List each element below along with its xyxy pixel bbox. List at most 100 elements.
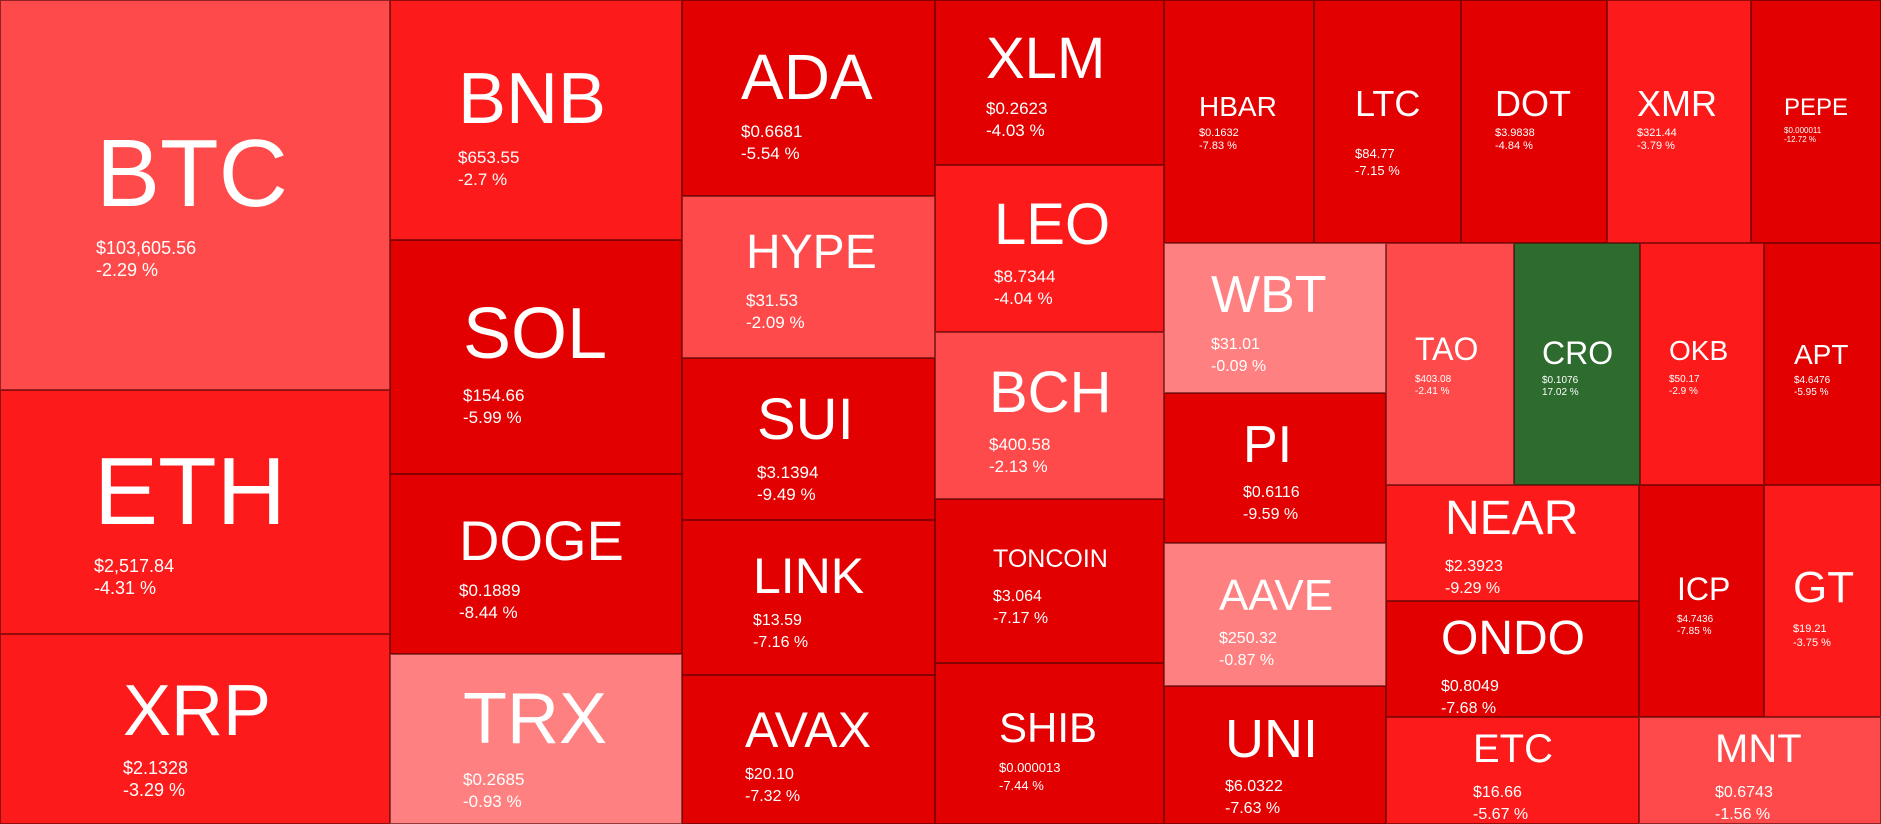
tile-change: -1.56 % xyxy=(1715,806,1771,823)
tile-symbol: TRX xyxy=(463,679,607,760)
tile-bnb[interactable]: BNB $653.55 -2.7 % xyxy=(390,0,682,240)
tile-doge[interactable]: DOGE $0.1889 -8.44 % xyxy=(390,474,682,654)
tile-wbt[interactable]: WBT $31.01 -0.09 % xyxy=(1164,243,1386,393)
tile-price: $0.6743 xyxy=(1715,784,1773,801)
tile-price: $6.0322 xyxy=(1225,778,1283,795)
tile-price: $31.53 xyxy=(746,291,798,310)
tile-eth[interactable]: ETH $2,517.84 -4.31 % xyxy=(0,390,390,634)
tile-hbar[interactable]: HBAR $0.1632 -7.83 % xyxy=(1164,0,1314,243)
tile-change: -0.87 % xyxy=(1219,652,1275,669)
tile-symbol: AAVE xyxy=(1219,570,1334,620)
tile-change: -12.72 % xyxy=(1784,135,1817,144)
tile-mnt[interactable]: MNT $0.6743 -1.56 % xyxy=(1639,717,1881,824)
tile-symbol: TONCOIN xyxy=(993,545,1108,573)
tile-change: -4.84 % xyxy=(1495,140,1533,152)
tile-change: -5.67 % xyxy=(1473,806,1529,823)
tile-symbol: BNB xyxy=(458,59,607,140)
tile-change: -2.9 % xyxy=(1669,386,1698,397)
tile-price: $84.77 xyxy=(1355,146,1395,161)
tile-price: $3.9838 xyxy=(1495,127,1535,139)
tile-gt[interactable]: GT $19.21 -3.75 % xyxy=(1764,485,1881,717)
tile-change: -7.68 % xyxy=(1441,700,1497,717)
tile-pepe[interactable]: PEPE $0.000011 -12.72 % xyxy=(1751,0,1881,243)
tile-change: -7.16 % xyxy=(753,634,809,651)
tile-price: $8.7344 xyxy=(994,267,1056,286)
tile-price: $19.21 xyxy=(1793,623,1827,635)
tile-symbol: WBT xyxy=(1211,266,1327,325)
tile-symbol: ICP xyxy=(1677,571,1731,608)
tile-symbol: AVAX xyxy=(745,702,871,758)
tile-ada[interactable]: ADA $0.6681 -5.54 % xyxy=(682,0,935,196)
tile-symbol: SHIB xyxy=(999,704,1098,752)
tile-toncoin[interactable]: TONCOIN $3.064 -7.17 % xyxy=(935,499,1164,663)
tile-price: $4.6476 xyxy=(1794,375,1831,386)
tile-price: $0.000011 xyxy=(1784,126,1822,135)
tile-change: -5.99 % xyxy=(463,408,522,427)
tile-apt[interactable]: APT $4.6476 -5.95 % xyxy=(1764,243,1881,485)
tile-change: -7.15 % xyxy=(1355,163,1400,178)
tile-tao[interactable]: TAO $403.08 -2.41 % xyxy=(1386,243,1514,485)
tile-change: -7.32 % xyxy=(745,788,801,805)
tile-price: $0.6681 xyxy=(741,122,803,141)
tile-change: -4.31 % xyxy=(94,578,157,598)
tile-bch[interactable]: BCH $400.58 -2.13 % xyxy=(935,332,1164,499)
tile-symbol: PEPE xyxy=(1784,93,1849,121)
tile-icp[interactable]: ICP $4.7436 -7.85 % xyxy=(1639,485,1764,717)
tile-price: $16.66 xyxy=(1473,784,1522,801)
tile-xrp[interactable]: XRP $2.1328 -3.29 % xyxy=(0,634,390,824)
tile-price: $250.32 xyxy=(1219,630,1277,647)
tile-symbol: LTC xyxy=(1355,83,1421,125)
tile-change: -7.83 % xyxy=(1199,140,1237,152)
tile-price: $0.2685 xyxy=(463,770,525,789)
tile-aave[interactable]: AAVE $250.32 -0.87 % xyxy=(1164,543,1386,686)
tile-symbol: DOT xyxy=(1495,83,1571,125)
tile-avax[interactable]: AVAX $20.10 -7.32 % xyxy=(682,675,935,824)
tile-price: $31.01 xyxy=(1211,336,1260,353)
tile-trx[interactable]: TRX $0.2685 -0.93 % xyxy=(390,654,682,824)
tile-change: -4.03 % xyxy=(986,121,1045,140)
tile-btc[interactable]: BTC $103,605.56 -2.29 % xyxy=(0,0,390,390)
tile-ondo[interactable]: ONDO $0.8049 -7.68 % xyxy=(1386,601,1639,717)
tile-price: $2.1328 xyxy=(123,758,189,778)
tile-symbol: SOL xyxy=(463,294,608,375)
tile-price: $653.55 xyxy=(458,148,520,167)
tile-symbol: OKB xyxy=(1669,334,1729,366)
tile-symbol: ADA xyxy=(741,40,873,113)
tile-sol[interactable]: SOL $154.66 -5.99 % xyxy=(390,240,682,474)
tile-near[interactable]: NEAR $2.3923 -9.29 % xyxy=(1386,485,1639,601)
tile-change: -7.17 % xyxy=(993,610,1049,627)
tile-change: -3.29 % xyxy=(123,780,186,800)
tile-change: -2.7 % xyxy=(458,170,508,189)
tile-cro[interactable]: CRO $0.1076 17.02 % xyxy=(1514,243,1640,485)
tile-change: -0.93 % xyxy=(463,792,522,811)
tile-price: $2,517.84 xyxy=(94,556,175,576)
tile-price: $4.7436 xyxy=(1677,614,1714,625)
tile-etc[interactable]: ETC $16.66 -5.67 % xyxy=(1386,717,1639,824)
tile-sui[interactable]: SUI $3.1394 -9.49 % xyxy=(682,358,935,520)
tile-price: $0.1632 xyxy=(1199,127,1239,139)
tile-change: -2.41 % xyxy=(1415,386,1450,397)
tile-uni[interactable]: UNI $6.0322 -7.63 % xyxy=(1164,686,1386,824)
tile-price: $400.58 xyxy=(989,435,1051,454)
tile-change: -7.44 % xyxy=(999,778,1044,793)
tile-symbol: LINK xyxy=(753,548,865,604)
tile-dot[interactable]: DOT $3.9838 -4.84 % xyxy=(1461,0,1607,243)
tile-pi[interactable]: PI $0.6116 -9.59 % xyxy=(1164,393,1386,543)
tile-change: -2.29 % xyxy=(96,260,159,280)
tile-symbol: XLM xyxy=(986,25,1106,91)
tile-xmr[interactable]: XMR $321.44 -3.79 % xyxy=(1607,0,1751,243)
tile-leo[interactable]: LEO $8.7344 -4.04 % xyxy=(935,165,1164,332)
tile-price: $403.08 xyxy=(1415,374,1452,385)
tile-symbol: CRO xyxy=(1542,335,1614,372)
tile-price: $20.10 xyxy=(745,766,794,783)
tile-xlm[interactable]: XLM $0.2623 -4.03 % xyxy=(935,0,1164,165)
tile-hype[interactable]: HYPE $31.53 -2.09 % xyxy=(682,196,935,358)
tile-shib[interactable]: SHIB $0.000013 -7.44 % xyxy=(935,663,1164,824)
tile-link[interactable]: LINK $13.59 -7.16 % xyxy=(682,520,935,675)
tile-symbol: NEAR xyxy=(1445,491,1579,545)
tile-symbol: SUI xyxy=(757,386,854,452)
tile-change: 17.02 % xyxy=(1542,387,1579,398)
tile-symbol: HYPE xyxy=(746,225,877,279)
tile-ltc[interactable]: LTC $84.77 -7.15 % xyxy=(1314,0,1461,243)
tile-okb[interactable]: OKB $50.17 -2.9 % xyxy=(1640,243,1764,485)
